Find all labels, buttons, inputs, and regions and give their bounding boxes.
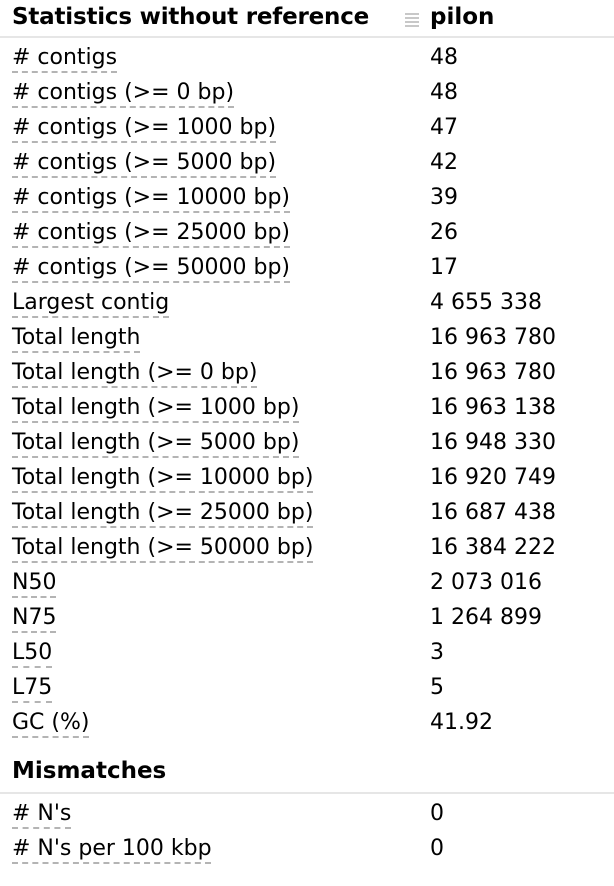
- table-row: Total length (>= 0 bp) 16 963 780: [0, 357, 614, 392]
- mismatches-header: Mismatches: [0, 742, 614, 794]
- metric-label[interactable]: Largest contig: [12, 290, 170, 315]
- metric-value: 26: [430, 220, 458, 245]
- section-title: Statistics without reference: [12, 4, 370, 30]
- metric-value: 16 920 749: [430, 465, 556, 490]
- metric-value: 48: [430, 80, 458, 105]
- table-row: Total length (>= 5000 bp) 16 948 330: [0, 427, 614, 462]
- metric-value: 16 963 780: [430, 360, 556, 385]
- mismatches-title: Mismatches: [12, 758, 167, 784]
- metric-label[interactable]: L75: [12, 675, 53, 700]
- metric-label[interactable]: L50: [12, 640, 53, 665]
- table-row: L75 5: [0, 672, 614, 707]
- table-row: N75 1 264 899: [0, 602, 614, 637]
- metric-value: 42: [430, 150, 458, 175]
- metric-label[interactable]: N50: [12, 570, 57, 595]
- metric-label[interactable]: N75: [12, 605, 57, 630]
- metric-value: 0: [430, 836, 444, 861]
- table-row: N50 2 073 016: [0, 567, 614, 602]
- quast-report: Statistics without reference pilon # con…: [0, 0, 614, 868]
- metric-label[interactable]: # N's: [12, 801, 72, 826]
- metric-value: 16 384 222: [430, 535, 556, 560]
- metric-value: 39: [430, 185, 458, 210]
- assembly-column-header[interactable]: pilon: [430, 4, 495, 30]
- metric-label[interactable]: Total length (>= 5000 bp): [12, 430, 300, 455]
- metric-label[interactable]: # contigs (>= 1000 bp): [12, 115, 277, 140]
- table-row: Total length (>= 25000 bp) 16 687 438: [0, 497, 614, 532]
- table-row: Total length (>= 10000 bp) 16 920 749: [0, 462, 614, 497]
- table-row: Total length (>= 50000 bp) 16 384 222: [0, 532, 614, 567]
- table-row: # contigs (>= 0 bp) 48: [0, 77, 614, 112]
- table-row: # contigs (>= 5000 bp) 42: [0, 147, 614, 182]
- metric-label[interactable]: Total length (>= 10000 bp): [12, 465, 314, 490]
- metric-label[interactable]: GC (%): [12, 710, 90, 735]
- metric-label[interactable]: Total length (>= 50000 bp): [12, 535, 314, 560]
- table-row: # contigs (>= 25000 bp) 26: [0, 217, 614, 252]
- metric-value: 16 948 330: [430, 430, 556, 455]
- metric-label[interactable]: # contigs (>= 50000 bp): [12, 255, 291, 280]
- table-row: # N's 0: [0, 798, 614, 833]
- metric-value: 2 073 016: [430, 570, 542, 595]
- metric-value: 17: [430, 255, 458, 280]
- metric-value: 16 687 438: [430, 500, 556, 525]
- table-row: # contigs (>= 1000 bp) 47: [0, 112, 614, 147]
- metric-label[interactable]: # N's per 100 kbp: [12, 836, 212, 861]
- metric-value: 41.92: [430, 710, 493, 735]
- metric-value: 1 264 899: [430, 605, 542, 630]
- metric-value: 16 963 780: [430, 325, 556, 350]
- table-row: Total length 16 963 780: [0, 322, 614, 357]
- table-row: # contigs (>= 50000 bp) 17: [0, 252, 614, 287]
- metric-value: 3: [430, 640, 444, 665]
- metric-value: 5: [430, 675, 444, 700]
- metric-value: 48: [430, 45, 458, 70]
- drag-handle-icon[interactable]: [404, 12, 420, 30]
- metric-value: 16 963 138: [430, 395, 556, 420]
- table-row: # N's per 100 kbp 0: [0, 833, 614, 868]
- metric-label[interactable]: # contigs (>= 10000 bp): [12, 185, 291, 210]
- metric-value: 4 655 338: [430, 290, 542, 315]
- table-row: GC (%) 41.92: [0, 707, 614, 742]
- table-row: # contigs 48: [0, 42, 614, 77]
- metric-label[interactable]: Total length: [12, 325, 141, 350]
- metric-label[interactable]: Total length (>= 25000 bp): [12, 500, 314, 525]
- metric-value: 47: [430, 115, 458, 140]
- metric-value: 0: [430, 801, 444, 826]
- section-header: Statistics without reference pilon: [0, 0, 614, 38]
- table-row: Total length (>= 1000 bp) 16 963 138: [0, 392, 614, 427]
- table-row: # contigs (>= 10000 bp) 39: [0, 182, 614, 217]
- metric-label[interactable]: # contigs: [12, 45, 118, 70]
- metric-label[interactable]: # contigs (>= 0 bp): [12, 80, 235, 105]
- metric-label[interactable]: # contigs (>= 5000 bp): [12, 150, 277, 175]
- table-row: L50 3: [0, 637, 614, 672]
- metric-label[interactable]: # contigs (>= 25000 bp): [12, 220, 291, 245]
- metric-label[interactable]: Total length (>= 1000 bp): [12, 395, 300, 420]
- metric-label[interactable]: Total length (>= 0 bp): [12, 360, 258, 385]
- table-row: Largest contig 4 655 338: [0, 287, 614, 322]
